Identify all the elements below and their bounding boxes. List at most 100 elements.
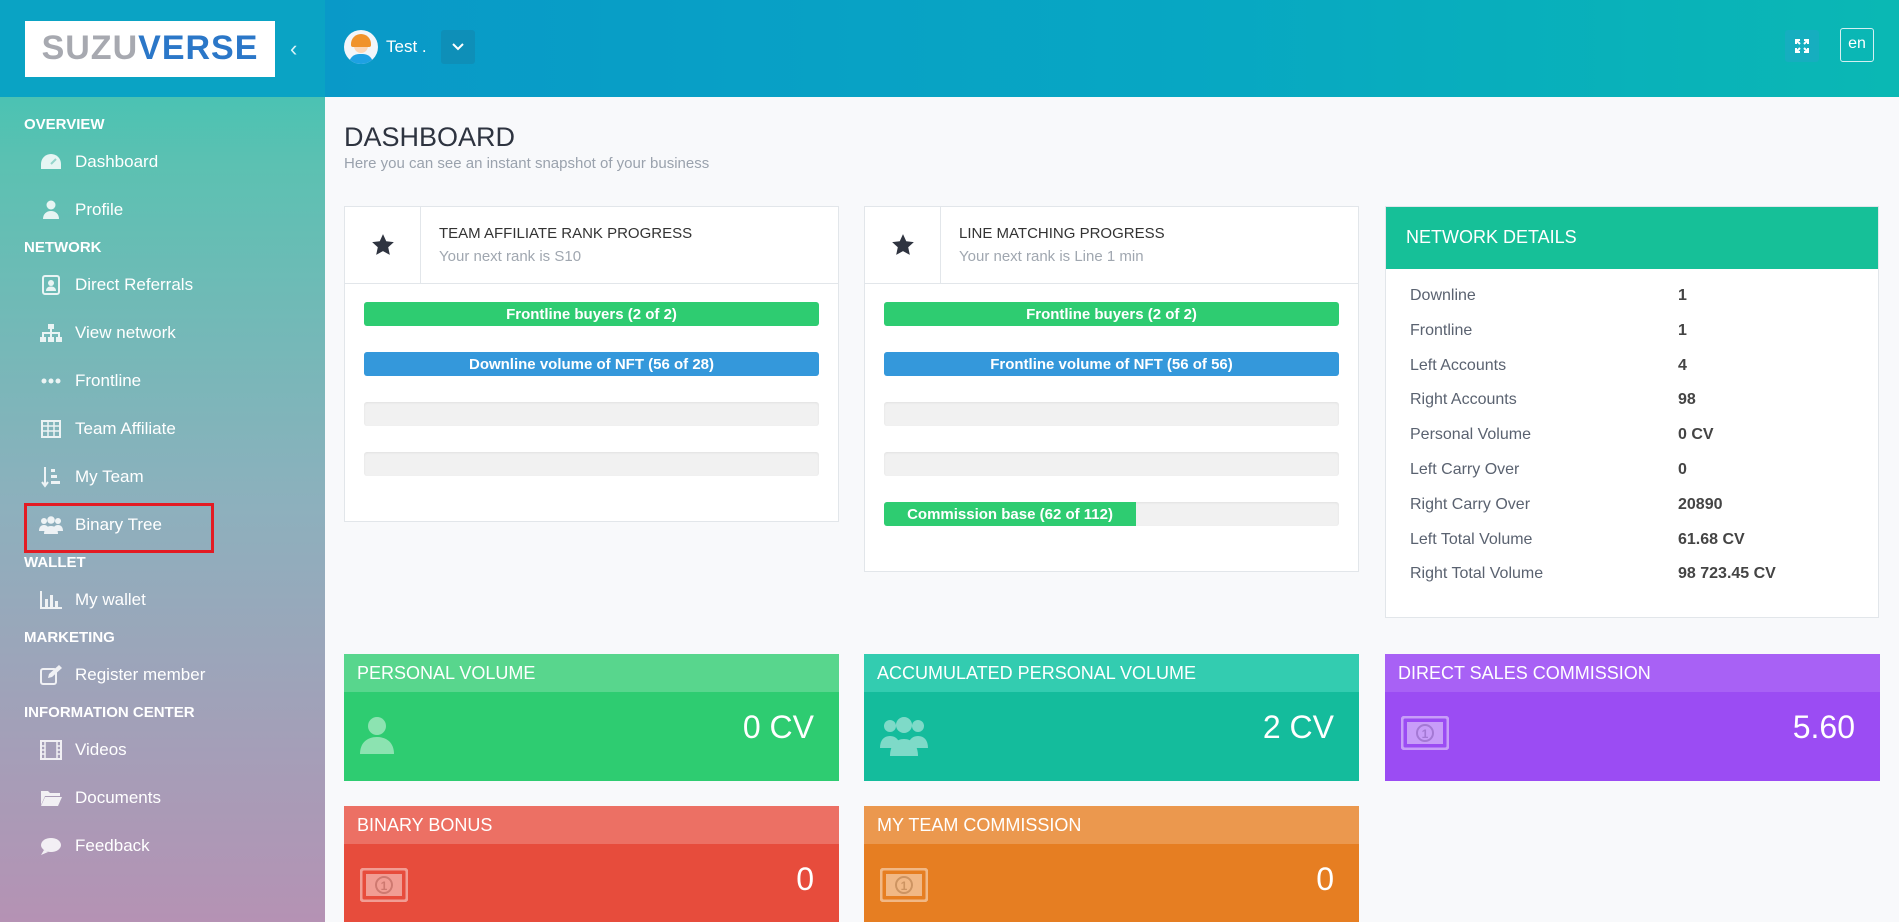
svg-text:1: 1 (1422, 727, 1429, 741)
contact-card-icon (38, 274, 64, 296)
network-detail-value: 98 (1678, 391, 1696, 409)
progress-bar (364, 452, 819, 476)
network-detail-label: Right Total Volume (1410, 565, 1544, 583)
stat-value: 0 CV (742, 709, 814, 745)
svg-text:1: 1 (901, 879, 908, 893)
sidebar-collapse-button[interactable]: ‹ (290, 36, 298, 61)
network-detail-label: Downline (1410, 287, 1476, 304)
network-detail-row: Right Carry Over 20890 (1410, 496, 1878, 531)
sidebar-item-direct-referrals[interactable]: Direct Referrals (0, 261, 325, 309)
language-button[interactable]: en (1840, 28, 1874, 62)
user-name: Test . (386, 37, 427, 56)
network-detail-value: 1 (1678, 321, 1687, 339)
logo[interactable]: SUZU VERSE (25, 20, 275, 77)
line-matching-bars: Frontline buyers (2 of 2) Frontline volum… (865, 284, 1358, 564)
network-detail-label: Left Carry Over (1410, 460, 1520, 478)
sidebar-item-my-team[interactable]: My Team (0, 453, 325, 501)
sitemap-icon (38, 322, 64, 344)
progress-bar (884, 452, 1339, 476)
stat-value: 0 (796, 861, 814, 897)
progress-bar: Downline volume of NFT (56 of 28) (364, 352, 819, 376)
progress-bar: Commission base (62 of 112) (884, 502, 1339, 526)
progress-bar (884, 402, 1339, 426)
sidebar-item-my-wallet[interactable]: My wallet (0, 576, 325, 624)
sidebar-item-profile[interactable]: Profile (0, 186, 325, 234)
chevron-down-icon (451, 43, 464, 51)
progress-bar-fill: Frontline volume of NFT (56 of 56) (884, 352, 1339, 376)
sidebar-item-dashboard[interactable]: Dashboard (0, 138, 325, 186)
film-icon (38, 739, 64, 761)
main-content: DASHBOARD Here you can see an instant sn… (325, 97, 1899, 922)
accumulated-volume-card: ACCUMULATED PERSONAL VOLUME 2 CV (864, 654, 1359, 781)
top-bar: Test . en (325, 0, 1899, 97)
sidebar-item-documents[interactable]: Documents (0, 774, 325, 822)
stat-value: 5.60 (1792, 709, 1855, 745)
avatar (344, 30, 378, 64)
sidebar-item-binary-tree[interactable]: Binary Tree (0, 501, 325, 553)
users-icon (38, 514, 64, 536)
sidebar-item-label: Videos (75, 740, 127, 759)
stat-title: PERSONAL VOLUME (344, 654, 839, 692)
network-details-title: NETWORK DETAILS (1386, 207, 1878, 269)
sidebar-item-label: Binary Tree (75, 515, 162, 534)
team-commission-card: MY TEAM COMMISSION 1 0 (864, 806, 1359, 922)
sidebar-item-register-member[interactable]: Register member (0, 651, 325, 699)
expand-icon (1795, 39, 1809, 53)
sidebar-item-label: Register member (75, 665, 206, 684)
sidebar-item-feedback[interactable]: Feedback (0, 822, 325, 870)
sidebar-item-label: My Team (75, 467, 144, 486)
edit-icon (38, 664, 64, 686)
progress-bar: Frontline buyers (2 of 2) (884, 302, 1339, 326)
binary-bonus-card: BINARY BONUS 1 0 (344, 806, 839, 922)
sidebar-item-label: Feedback (75, 836, 150, 855)
network-detail-label: Left Total Volume (1410, 530, 1533, 548)
nav-section-title: MARKETING (24, 629, 115, 646)
network-detail-value: 1 (1678, 287, 1687, 304)
svg-text:1: 1 (381, 879, 388, 893)
folder-icon (38, 787, 64, 809)
sidebar-item-videos[interactable]: Videos (0, 726, 325, 774)
stat-value: 2 CV (1262, 709, 1334, 745)
stat-title: DIRECT SALES COMMISSION (1385, 654, 1880, 692)
star-icon (345, 207, 421, 283)
network-details-card: NETWORK DETAILS Downline 1 Frontline 1 Left … (1385, 206, 1879, 618)
sort-icon (38, 466, 64, 488)
network-detail-row: Downline 1 (1410, 287, 1878, 322)
sidebar-item-label: Profile (75, 200, 124, 219)
brand-bar: SUZU VERSE ‹ (0, 0, 325, 97)
network-detail-value: 20890 (1678, 495, 1723, 513)
ellipsis-icon (38, 370, 64, 392)
team-affiliate-title: TEAM AFFILIATE RANK PROGRESS (439, 225, 693, 242)
sidebar: SUZU VERSE ‹ OVERVIEW Dashboard Profile NETW… (0, 0, 325, 922)
progress-bar-fill: Downline volume of NFT (56 of 28) (364, 352, 819, 376)
sidebar-item-label: Frontline (75, 371, 142, 390)
sidebar-nav: OVERVIEW Dashboard Profile NETWORK Direct Re… (0, 97, 325, 870)
network-detail-row: Left Accounts 4 (1410, 357, 1878, 392)
personal-volume-card: PERSONAL VOLUME 0 CV (344, 654, 839, 781)
progress-bar-fill: Frontline buyers (2 of 2) (884, 302, 1339, 326)
nav-section-title: NETWORK (24, 239, 102, 256)
fullscreen-button[interactable] (1785, 30, 1819, 62)
network-detail-label: Personal Volume (1410, 426, 1531, 444)
progress-bar-fill: Frontline buyers (2 of 2) (364, 302, 819, 326)
sidebar-item-label: My wallet (75, 590, 146, 609)
sidebar-item-team-affiliate[interactable]: Team Affiliate (0, 405, 325, 453)
sidebar-item-frontline[interactable]: Frontline (0, 357, 325, 405)
line-matching-subtitle: Your next rank is Line 1 min (959, 248, 1144, 265)
stat-title: BINARY BONUS (344, 806, 839, 844)
network-detail-row: Left Carry Over 0 (1410, 461, 1878, 496)
page-title: DASHBOARD (344, 122, 516, 152)
network-detail-row: Right Total Volume 98 723.45 CV (1410, 565, 1878, 600)
sidebar-item-view-network[interactable]: View network (0, 309, 325, 357)
network-detail-value: 0 (1678, 460, 1687, 478)
network-detail-label: Right Carry Over (1410, 495, 1531, 513)
network-detail-label: Left Accounts (1410, 356, 1507, 374)
table-icon (38, 418, 64, 440)
network-detail-row: Right Accounts 98 (1410, 391, 1878, 426)
user-dropdown-button[interactable] (440, 30, 475, 64)
sidebar-item-label: Documents (75, 788, 161, 807)
money-icon: 1 (1400, 715, 1450, 755)
dashboard-icon (38, 151, 64, 173)
user-menu[interactable]: Test . (344, 30, 475, 64)
progress-bar: Frontline volume of NFT (56 of 56) (884, 352, 1339, 376)
